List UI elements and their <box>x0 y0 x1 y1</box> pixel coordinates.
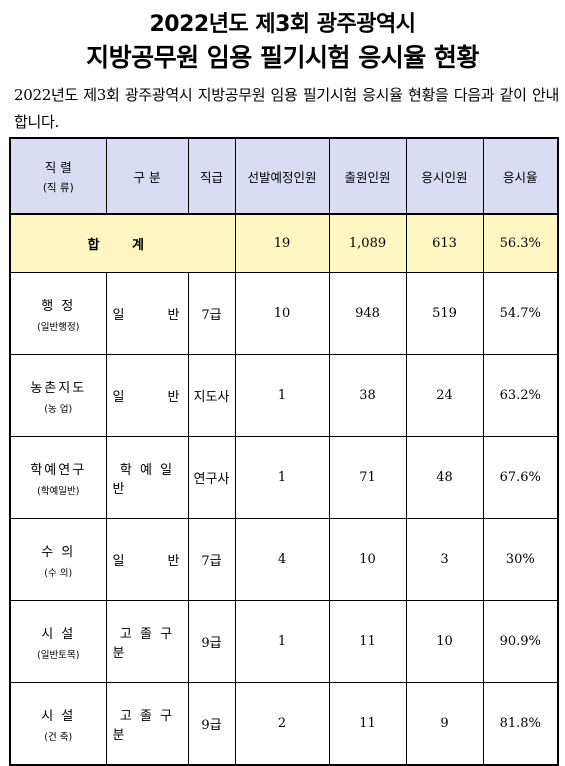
cell-applied: 11 <box>328 600 407 683</box>
cell-grade: 9급 <box>187 600 236 683</box>
cell-rate: 81.8% <box>482 682 559 766</box>
job-name: 시 설 <box>41 626 76 642</box>
cell-attended: 519 <box>405 272 484 355</box>
cell-grade: 7급 <box>187 518 236 601</box>
total-attended: 613 <box>405 213 484 273</box>
table-row: 행 정 (일반행정) 일 반 7급 10 948 519 54.7% <box>9 272 559 355</box>
cell-grade: 9급 <box>187 682 236 766</box>
cell-rate: 30% <box>482 518 559 601</box>
intro-text: 2022년도 제3회 광주광역시 지방공무원 임용 필기시험 응시율 현황을 다… <box>14 86 559 131</box>
cell-job: 농촌지도 (농 업) <box>9 354 107 437</box>
job-sub: (건 축) <box>44 731 73 743</box>
cell-planned: 2 <box>234 682 330 766</box>
cell-attended: 48 <box>405 436 484 519</box>
cell-rate: 63.2% <box>482 354 559 437</box>
cell-attended: 24 <box>405 354 484 437</box>
cell-gubun: 학 예 일 반 <box>105 436 189 519</box>
total-planned: 19 <box>234 213 330 273</box>
header-row: 직 렬 (직 류) 구 분 직급 선발예정인원 출원인원 응시인원 응시율 <box>9 137 559 215</box>
cell-planned: 1 <box>234 600 330 683</box>
table-row: 수 의 (수 의) 일 반 7급 4 10 3 30% <box>9 518 559 601</box>
cell-attended: 3 <box>405 518 484 601</box>
cell-gubun: 고 졸 구 분 <box>105 600 189 683</box>
cell-rate: 67.6% <box>482 436 559 519</box>
title-line-2: 지방공무원 임용 필기시험 응시율 현황 <box>86 43 479 72</box>
table-row: 시 설 (일반토목) 고 졸 구 분 9급 1 11 10 90.9% <box>9 600 559 683</box>
table-row: 학예연구 (학예일반) 학 예 일 반 연구사 1 71 48 67.6% <box>9 436 559 519</box>
job-sub: (학예일반) <box>37 485 80 497</box>
job-name: 수 의 <box>41 544 76 560</box>
applicant-rate-table: 직 렬 (직 류) 구 분 직급 선발예정인원 출원인원 응시인원 응시율 합 … <box>9 137 559 766</box>
cell-gubun: 일 반 <box>105 272 189 355</box>
cell-applied: 948 <box>328 272 407 355</box>
total-applied: 1,089 <box>328 213 407 273</box>
cell-applied: 71 <box>328 436 407 519</box>
cell-job: 수 의 (수 의) <box>9 518 107 601</box>
cell-grade: 지도사 <box>187 354 236 437</box>
cell-job: 시 설 (건 축) <box>9 682 107 766</box>
header-rate: 응시율 <box>482 137 559 215</box>
cell-attended: 10 <box>405 600 484 683</box>
header-gubun: 구 분 <box>105 137 189 215</box>
job-name: 행 정 <box>41 298 76 314</box>
total-rate: 56.3% <box>482 213 559 273</box>
header-job: 직 렬 (직 류) <box>9 137 107 215</box>
header-applied: 출원인원 <box>328 137 407 215</box>
cell-grade: 연구사 <box>187 436 236 519</box>
cell-planned: 4 <box>234 518 330 601</box>
total-row: 합 계 19 1,089 613 56.3% <box>9 213 559 273</box>
cell-gubun: 고 졸 구 분 <box>105 682 189 766</box>
header-attended: 응시인원 <box>405 137 484 215</box>
title-line-1: 2022년도 제3회 광주광역시 <box>149 12 416 37</box>
cell-job: 행 정 (일반행정) <box>9 272 107 355</box>
job-name: 시 설 <box>41 708 76 724</box>
cell-applied: 10 <box>328 518 407 601</box>
job-sub: (수 의) <box>44 567 73 579</box>
cell-rate: 54.7% <box>482 272 559 355</box>
cell-planned: 1 <box>234 436 330 519</box>
header-grade: 직급 <box>187 137 236 215</box>
cell-job: 시 설 (일반토목) <box>9 600 107 683</box>
total-label: 합 계 <box>9 213 236 273</box>
cell-planned: 1 <box>234 354 330 437</box>
job-sub: (일반행정) <box>37 321 80 333</box>
header-job-label: 직 렬 <box>44 160 72 175</box>
job-sub: (농 업) <box>44 403 73 415</box>
job-name: 농촌지도 <box>30 380 87 396</box>
table-row: 농촌지도 (농 업) 일 반 지도사 1 38 24 63.2% <box>9 354 559 437</box>
cell-gubun: 일 반 <box>105 354 189 437</box>
cell-attended: 9 <box>405 682 484 766</box>
cell-rate: 90.9% <box>482 600 559 683</box>
header-job-sub: (직 류) <box>42 182 74 194</box>
cell-grade: 7급 <box>187 272 236 355</box>
cell-planned: 10 <box>234 272 330 355</box>
intro-paragraph: 2022년도 제3회 광주광역시 지방공무원 임용 필기시험 응시율 현황을 다… <box>14 82 559 136</box>
header-planned: 선발예정인원 <box>234 137 330 215</box>
job-sub: (일반토목) <box>37 649 80 661</box>
cell-gubun: 일 반 <box>105 518 189 601</box>
job-name: 학예연구 <box>30 462 87 478</box>
cell-job: 학예연구 (학예일반) <box>9 436 107 519</box>
table-row: 시 설 (건 축) 고 졸 구 분 9급 2 11 9 81.8% <box>9 682 559 766</box>
cell-applied: 38 <box>328 354 407 437</box>
cell-applied: 11 <box>328 682 407 766</box>
